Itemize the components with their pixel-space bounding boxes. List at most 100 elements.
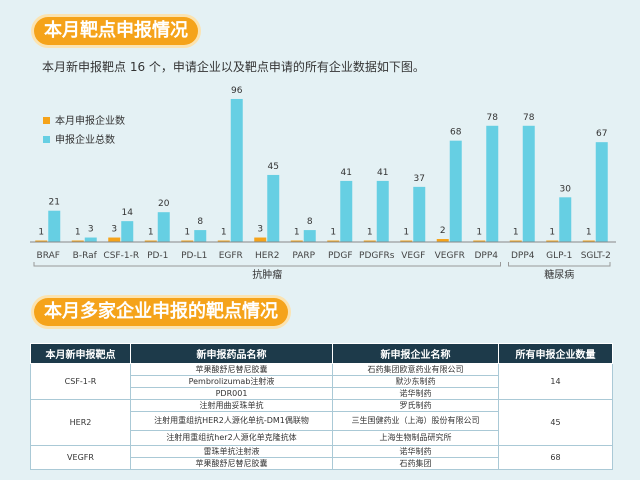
data-label-total-14: 30 — [560, 184, 572, 194]
x-tick-label-0: BRAF — [37, 251, 60, 261]
data-label-total-8: 41 — [341, 168, 352, 178]
x-tick-label-8: PDGF — [328, 251, 353, 261]
bar-month-14 — [546, 240, 559, 242]
bar-total-1 — [84, 237, 97, 242]
x-tick-label-4: PD-L1 — [181, 251, 207, 261]
intro-text: 本月新申报靶点 16 个，申请企业以及靶点申请的所有企业数据如下图。 — [42, 60, 425, 74]
data-label-total-0: 21 — [49, 198, 60, 208]
cell-drug: 苹果酸舒尼替尼胶囊 — [130, 457, 333, 470]
x-tick-label-10: VEGF — [401, 251, 425, 261]
cell-company: 罗氏制药 — [332, 399, 499, 412]
data-label-month-12: 1 — [476, 228, 482, 238]
bar-month-1 — [71, 240, 84, 242]
cell-count: 45 — [498, 399, 613, 446]
x-tick-label-12: DPP4 — [474, 251, 498, 261]
x-tick-label-14: GLP-1 — [546, 251, 572, 261]
bar-total-12 — [486, 125, 499, 242]
data-label-total-5: 96 — [231, 86, 243, 96]
data-label-total-6: 45 — [268, 162, 279, 172]
data-label-month-1: 1 — [75, 228, 81, 238]
bar-month-2 — [108, 237, 121, 242]
table-header-2: 新申报企业名称 — [332, 343, 499, 364]
table-row: 注射用重组抗her2人源化单克隆抗体 上海生物制品研究所 — [31, 430, 613, 446]
bar-total-0 — [48, 210, 61, 242]
cell-company: 默沙东制药 — [332, 375, 499, 388]
cell-drug: PDR001 — [130, 387, 333, 400]
cell-company: 石药集团欧意药业有限公司 — [332, 363, 499, 376]
data-label-month-9: 1 — [367, 228, 373, 238]
bar-total-4 — [194, 230, 207, 242]
x-tick-label-9: PDGFRs — [359, 251, 395, 261]
bar-total-9 — [376, 180, 389, 242]
data-label-total-12: 78 — [487, 113, 499, 123]
cell-count: 14 — [498, 363, 613, 400]
data-label-total-4: 8 — [197, 217, 203, 227]
legend-swatch-1 — [43, 136, 50, 143]
bar-total-2 — [121, 221, 134, 242]
x-tick-label-7: PARP — [292, 251, 315, 261]
table-row: VEGFR 雷珠单抗注射液 诺华制药 68 — [30, 445, 613, 470]
legend-label-0: 本月申报企业数 — [55, 114, 125, 127]
bar-month-12 — [473, 240, 486, 242]
table-header-0: 本月新申报靶点 — [30, 343, 131, 364]
data-label-total-10: 37 — [414, 174, 425, 184]
cell-drug: 苹果酸舒尼替尼胶囊 — [130, 363, 333, 376]
section2-title: 本月多家企业申报的靶点情况 — [34, 298, 288, 326]
bar-month-7 — [290, 240, 303, 242]
bar-total-3 — [157, 212, 170, 242]
cell-drug: 注射用重组抗her2人源化单克隆抗体 — [130, 430, 333, 446]
data-label-month-15: 1 — [586, 228, 592, 238]
cell-drug: 雷珠单抗注射液 — [130, 445, 333, 458]
x-tick-label-1: B-Raf — [73, 251, 98, 261]
data-label-month-11: 2 — [440, 226, 446, 236]
data-label-month-13: 1 — [513, 228, 519, 238]
data-label-total-1: 3 — [88, 225, 94, 235]
bar-total-5 — [230, 98, 243, 243]
table-row: Pembrolizumab注射液 默沙东制药 — [31, 375, 613, 388]
data-label-total-9: 41 — [377, 168, 388, 178]
bar-total-13 — [522, 125, 535, 242]
bar-month-10 — [400, 240, 413, 242]
table-header-3: 所有申报企业数量 — [498, 343, 613, 364]
data-label-month-0: 1 — [38, 228, 44, 238]
cell-company: 三生国健药业（上海）股份有限公司 — [332, 411, 499, 431]
data-label-month-2: 3 — [111, 225, 117, 235]
group-bracket-0 — [33, 262, 501, 267]
bar-total-8 — [340, 180, 353, 242]
bar-total-15 — [595, 142, 608, 242]
cell-company: 诺华制药 — [332, 387, 499, 400]
data-label-month-14: 1 — [549, 228, 555, 238]
x-tick-label-2: CSF-1-R — [103, 251, 139, 261]
bar-total-14 — [559, 197, 572, 242]
table-row: HER2 注射用曲妥珠单抗 罗氏制药 45 — [30, 399, 613, 446]
data-label-total-7: 8 — [307, 217, 313, 227]
data-label-month-7: 1 — [294, 228, 300, 238]
cell-target: HER2 — [30, 399, 131, 446]
data-label-total-3: 20 — [158, 199, 170, 209]
bar-month-6 — [254, 237, 267, 242]
data-label-month-8: 1 — [330, 228, 336, 238]
data-label-total-15: 67 — [596, 129, 607, 139]
table-header-1: 新申报药品名称 — [130, 343, 333, 364]
bar-month-4 — [181, 240, 194, 242]
bar-month-15 — [582, 240, 595, 242]
bar-month-11 — [436, 239, 449, 242]
group-bracket-1 — [508, 262, 611, 267]
bar-month-13 — [509, 240, 522, 242]
bar-total-7 — [303, 230, 316, 242]
bar-month-3 — [144, 240, 157, 242]
section1-title: 本月靶点申报情况 — [34, 17, 198, 45]
data-label-month-5: 1 — [221, 228, 227, 238]
x-tick-label-3: PD-1 — [147, 251, 168, 261]
data-label-month-10: 1 — [403, 228, 409, 238]
cell-drug: Pembrolizumab注射液 — [130, 375, 333, 388]
cell-count: 68 — [498, 445, 613, 470]
cell-target: CSF-1-R — [30, 363, 131, 400]
table-row: CSF-1-R 苹果酸舒尼替尼胶囊 石药集团欧意药业有限公司 14 — [30, 363, 613, 400]
table-row: 注射用重组抗HER2人源化单抗-DM1偶联物 三生国健药业（上海）股份有限公司 — [31, 411, 613, 431]
cell-target: VEGFR — [30, 445, 131, 470]
table-header-row: 本月新申报靶点 新申报药品名称 新申报企业名称 所有申报企业数量 — [30, 343, 613, 364]
legend-swatch-0 — [43, 117, 50, 124]
bar-total-11 — [449, 140, 462, 242]
